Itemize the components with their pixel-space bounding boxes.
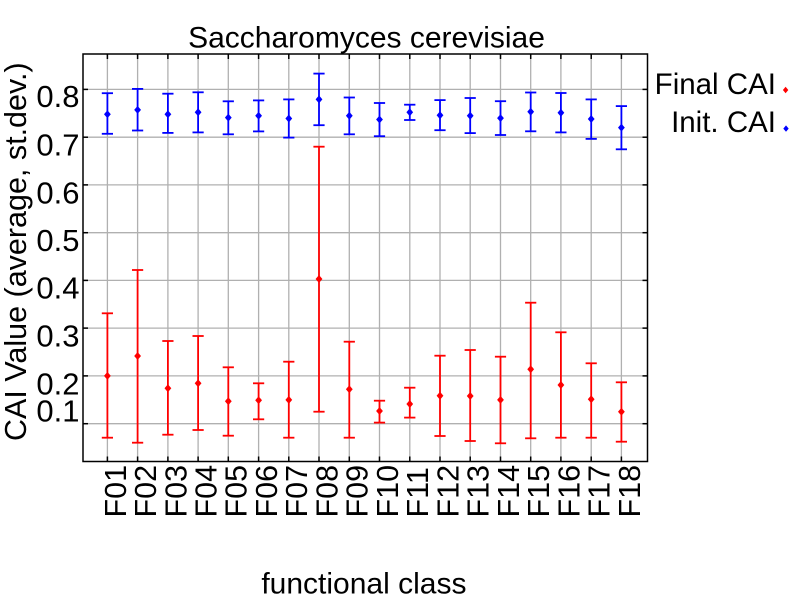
svg-text:F07: F07 xyxy=(280,465,314,518)
svg-text:F04: F04 xyxy=(190,465,224,518)
svg-text:F05: F05 xyxy=(220,465,254,518)
svg-text:F09: F09 xyxy=(341,465,375,518)
svg-text:F13: F13 xyxy=(462,465,496,518)
svg-text:F16: F16 xyxy=(552,465,586,518)
svg-text:F01: F01 xyxy=(99,465,133,518)
svg-text:F15: F15 xyxy=(522,465,556,518)
svg-text:0.1: 0.1 xyxy=(36,394,79,429)
svg-text:0.5: 0.5 xyxy=(36,223,79,258)
svg-text:0.4: 0.4 xyxy=(36,271,79,306)
svg-text:0.2: 0.2 xyxy=(36,366,79,401)
svg-text:0.6: 0.6 xyxy=(36,175,79,210)
svg-text:F08: F08 xyxy=(310,465,344,518)
svg-text:F17: F17 xyxy=(583,465,617,518)
svg-text:Init. CAI: Init. CAI xyxy=(671,106,776,139)
svg-text:F10: F10 xyxy=(371,465,405,518)
svg-text:0.7: 0.7 xyxy=(36,127,79,162)
svg-text:F18: F18 xyxy=(613,465,647,518)
svg-text:F02: F02 xyxy=(129,465,163,518)
svg-text:F14: F14 xyxy=(492,465,526,518)
svg-text:0.3: 0.3 xyxy=(36,318,79,353)
svg-text:F11: F11 xyxy=(401,467,435,517)
svg-text:0.8: 0.8 xyxy=(36,79,79,114)
svg-text:F06: F06 xyxy=(250,465,284,518)
svg-text:CAI Value (average, st.dev.): CAI Value (average, st.dev.) xyxy=(0,62,33,441)
svg-text:Final CAI: Final CAI xyxy=(655,68,776,101)
svg-text:F03: F03 xyxy=(159,465,193,518)
svg-text:Saccharomyces cerevisiae: Saccharomyces cerevisiae xyxy=(188,22,545,55)
svg-text:F12: F12 xyxy=(431,465,465,518)
svg-text:functional class: functional class xyxy=(261,568,466,601)
